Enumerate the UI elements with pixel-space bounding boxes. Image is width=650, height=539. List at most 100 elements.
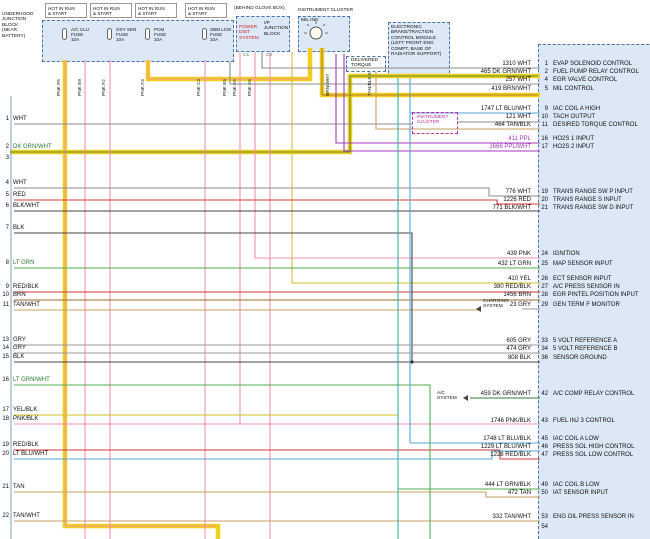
ebtcm-box [388, 22, 450, 78]
wire-id-label: 257 WHT [505, 77, 531, 83]
pcm-pin-row: 419 BRN/WHT 5 MIL CONTROL [430, 85, 650, 93]
wire-number: 15 [2, 354, 9, 360]
fuse-label: OXY SEN FUSE 10A [116, 27, 137, 42]
glove-box-note: (BEHIND GLOVE BOX) [234, 6, 285, 11]
wire-color-label: BLK [13, 225, 25, 231]
pin-number: 53 [541, 514, 548, 520]
pcm-pin-row: 808 BLK 36 SENSOR GROUND [430, 354, 650, 362]
wire-id-label: 23 GRY [509, 302, 531, 308]
pcm-pin-row: 474 GRY 34 5 VOLT REFERENCE B [430, 345, 650, 353]
hot-in-run-tag: HOT IN RUN & START [135, 3, 177, 18]
wire-number: 7 [5, 225, 9, 231]
wire-number: 14 [2, 345, 9, 351]
wire-number: 17 [2, 407, 9, 413]
wire-color-label: PNK/BLK [13, 416, 39, 422]
pin-number: 27 [541, 284, 548, 290]
pcm-pin-row: 54 [430, 523, 650, 531]
pin-function-label: MIL CONTROL [553, 86, 594, 92]
pin-number: 17 [541, 144, 548, 150]
pcm-pin-row: 411 PPL 16 HO2S 1 INPUT [430, 135, 650, 143]
wire-number: 18 [2, 416, 9, 422]
pin-number: 21 [541, 205, 548, 211]
ebtcm-label: ELECTRONIC BRAKE/TRACTION CONTROL MODULE (… [391, 25, 442, 58]
wire-number: 16 [2, 377, 9, 383]
wire-color-label [9, 155, 13, 162]
left-wire-row: 4 WHT [0, 180, 27, 187]
charging-system-arrow-icon [476, 306, 481, 312]
wire-number: 21 [2, 484, 9, 490]
hot-in-run-tag: HOT IN RUN & START [90, 3, 132, 18]
pin-function-label: A/C COMP RELAY CONTROL [553, 391, 635, 397]
wire-number: 3 [5, 155, 9, 161]
pin-function-label: IAC COIL A LOW [553, 436, 599, 442]
underhood-junction-label: UNDERHOOD JUNCTION BLOCK (NEAR BATTERY) [2, 12, 34, 39]
wire-number: 10 [2, 292, 9, 298]
pcm-pin-row: 771 BLK/WHT 21 TRANS RANGE SW D INPUT [430, 204, 650, 212]
underhood-junction-box [42, 20, 234, 62]
ac-system-label: A/C SYSTEM [437, 391, 457, 402]
left-wire-row: 6 BLK/WHT [0, 203, 40, 210]
pin-function-label [549, 523, 553, 531]
wire-number: 5 [5, 192, 9, 198]
pin-function-label: SENSOR GROUND [553, 355, 607, 361]
wire-id-label: 464 TAN/BLK [494, 122, 531, 128]
left-wire-row: 3 [0, 155, 13, 162]
pcm-pin-row: 1456 BRN 28 EGR PINTEL POSITION INPUT [430, 291, 650, 299]
wire-ref-label: PNK E9 [78, 78, 83, 96]
left-wire-row: 18 PNK/BLK [0, 416, 38, 423]
wire-ref-label: PNK F3 [141, 79, 146, 96]
pin-function-label: MAP SENSOR INPUT [553, 261, 613, 267]
wire-id-label: 1229 LT BLU/WHT [480, 444, 531, 450]
left-wire-row: 14 GRY [0, 345, 26, 352]
wire-id-label: 1668 PPL/WHT [489, 144, 531, 150]
wire-ref-label: TAN/BLK 6 [368, 72, 373, 96]
left-wire-row: 9 RED/BLK [0, 284, 39, 291]
pin-function-label: GEN TERM F MONITOR [553, 302, 620, 308]
wire-id-label: 419 BRN/WHT [491, 86, 531, 92]
pin-function-label: 5 VOLT REFERENCE B [553, 346, 618, 352]
wire-id-label: 411 PPL [508, 136, 531, 142]
wire-ref-label: PNK C2 [197, 78, 202, 96]
pin-function-label: TRANS RANGE SW P INPUT [553, 189, 633, 195]
wire-ref-label: PNK F2 [102, 79, 107, 96]
pin-number: 5 [544, 86, 548, 92]
pin-function-label: TRANS RANGE SW D INPUT [553, 205, 634, 211]
wire-number: 2 [5, 144, 9, 150]
wire-color-label: DK GRN/WHT [13, 144, 52, 150]
pin-number: 1 [544, 61, 548, 67]
pin-number: 20 [541, 197, 548, 203]
left-wire-row: 5 RED [0, 192, 26, 199]
pin-function-label: HO2S 1 INPUT [553, 136, 595, 142]
wire-id-label: 1748 LT BLU/BLK [483, 436, 531, 442]
pin-number: 2 [544, 69, 548, 75]
wire-color-label: RED/BLK [13, 442, 39, 448]
wire-id-label: 776 WHT [505, 189, 531, 195]
pin-function-label: HO2S 2 INPUT [553, 144, 595, 150]
pcm-pin-row: 1746 PNK/BLK 43 FUEL INJ 3 CONTROL [430, 417, 650, 425]
left-wire-row: 21 TAN [0, 484, 25, 491]
wire-id-label [430, 523, 534, 531]
wire-color-label: RED/BLK [13, 284, 39, 290]
instrument-cluster-mid-box [412, 112, 458, 134]
pin-number: 43 [541, 418, 548, 424]
wire-id-label: 1226 RED [503, 197, 531, 203]
left-wire-row: 1 WHT [0, 116, 27, 123]
connector-ref-c1: C1 [243, 53, 250, 58]
wire-color-label: GRY [13, 345, 26, 351]
wire-id-label: 459 DK GRN/WHT [480, 391, 531, 397]
ac-system-arrow-icon [463, 395, 468, 401]
wire-id-label: 808 BLK [507, 355, 531, 361]
fuse-label: SBM LCM FUSE 10A [210, 27, 231, 42]
pcm-pin-row: 439 PNK 24 IGNITION [430, 250, 650, 258]
wire-junction-dot [410, 360, 414, 364]
left-wire-row: 8 LT GRN [0, 260, 35, 267]
pcm-pin-row: 605 GRY 33 5 VOLT REFERENCE A [430, 337, 650, 345]
pin-function-label: IAT SENSOR INPUT [553, 490, 609, 496]
pcm-pin-row: 464 TAN/BLK 11 DESIRED TORQUE CONTROL [430, 121, 650, 129]
pcm-pin-row: 1228 RED/BLK 47 PRESS SOL LOW CONTROL [430, 451, 650, 459]
fuse-label: A/C CLU FUSE 10A [71, 27, 90, 42]
pin-number: 50 [541, 490, 548, 496]
wire-color-label: TAN [13, 484, 25, 490]
pin-number: 29 [541, 302, 548, 308]
pcm-pin-row: 432 LT GRN 25 MAP SENSOR INPUT [430, 260, 650, 268]
